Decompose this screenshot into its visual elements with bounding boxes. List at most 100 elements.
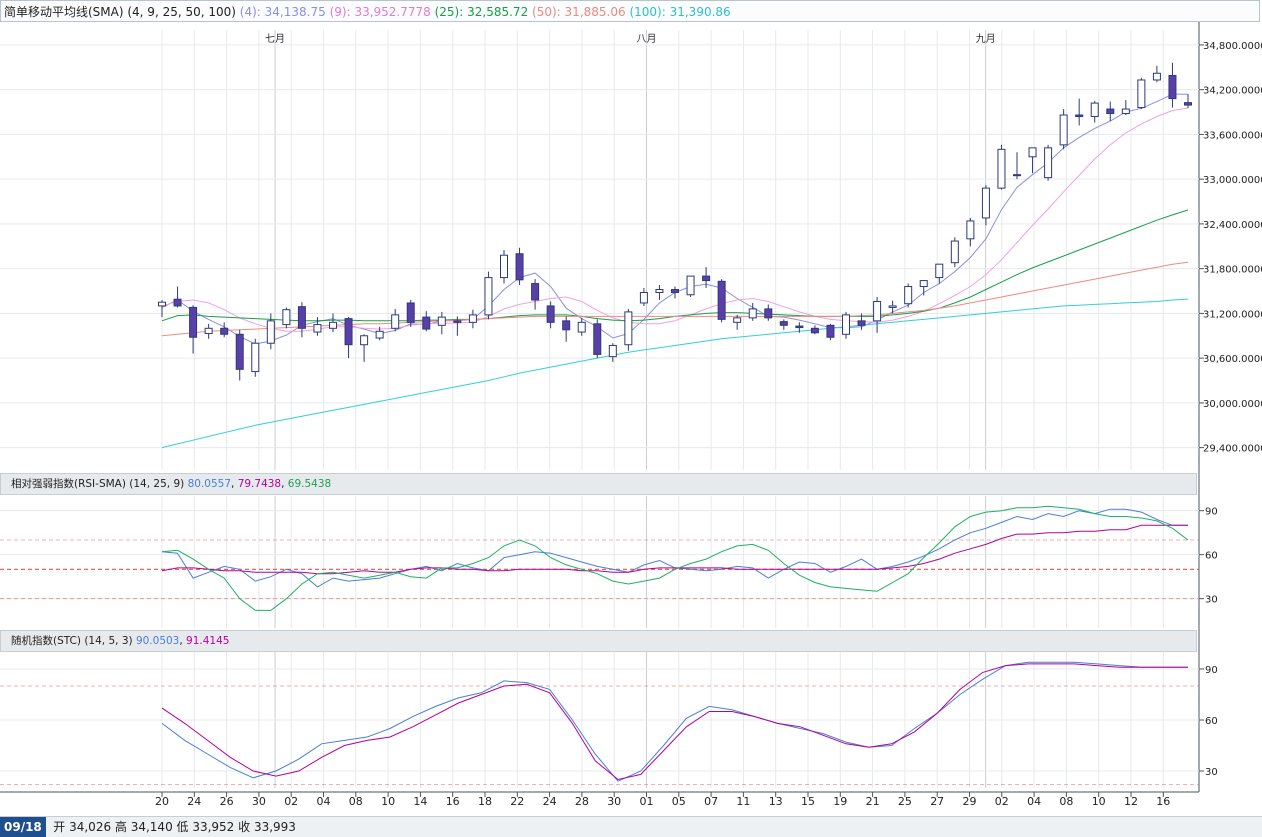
candle-body (468, 314, 477, 323)
candle-body (593, 323, 602, 355)
candle-body (562, 320, 571, 331)
rsi-sma25-line (161, 524, 1188, 575)
ohlc-readout: 开 34,026 高 34,140 低 33,952 收 33,993 (53, 820, 296, 834)
chart-canvas[interactable]: 20 24 26 30 02 04 08 10 14 16 18 22 24 28 30 01 05 07 11 13… (0, 0, 1262, 816)
x-tick-label: 29 (963, 795, 977, 808)
price-tick-label: 33,000.0000 (1203, 175, 1262, 186)
candle-body (686, 275, 695, 296)
candle-body (904, 286, 913, 305)
candle-body (873, 300, 882, 322)
x-tick-label: 15 (801, 795, 815, 808)
candle-body (484, 277, 493, 316)
panel-bg-1 (0, 496, 1199, 628)
stc-tick-label: 30 (1205, 767, 1218, 778)
price-tick-label: 31,200.0000 (1203, 309, 1262, 320)
x-tick-label: 24 (543, 795, 557, 808)
candle-body (624, 311, 633, 346)
x-tick-label: 04 (1027, 795, 1041, 808)
x-tick-label: 20 (155, 795, 169, 808)
candle-body (235, 333, 244, 370)
rsi-legend-bar: 相对强弱指数(RSI-SMA) (14, 25, 9) 80.0557, 79.… (0, 473, 1197, 495)
sma25-legend: (25): 32,585.72 (434, 5, 529, 19)
x-tick-label: 02 (284, 795, 298, 808)
x-tick-label: 04 (317, 795, 331, 808)
sma100-legend: (100): 31,390.86 (629, 5, 731, 19)
candle-body (577, 321, 586, 333)
candle-body (1075, 114, 1084, 118)
sma-legend-bar: 简单移动平均线(SMA) (4, 9, 25, 50, 100) (4): 34… (0, 0, 1260, 22)
candle-body (826, 324, 835, 338)
candle-body (608, 344, 617, 358)
stc-d-line (161, 663, 1188, 781)
price-tick-label: 30,000.0000 (1203, 399, 1262, 410)
candle-body (1106, 108, 1115, 115)
month-label: 八月 (637, 33, 657, 45)
rsi-legend-title: 相对强弱指数(RSI-SMA) (14, 25, 9) (11, 478, 185, 490)
rsi-tick-label: 90 (1205, 507, 1218, 518)
candle-body (981, 187, 990, 219)
sma4-legend: (4): 34,138.75 (239, 5, 326, 19)
x-tick-label: 26 (220, 795, 234, 808)
candle-body (733, 317, 742, 323)
stc-k-line (161, 661, 1188, 782)
candle-body (1152, 72, 1161, 81)
rsi-sma9-legend-value: 69.5438 (287, 478, 332, 490)
rsi-sma9-line (161, 505, 1189, 611)
x-tick-label: 21 (866, 795, 880, 808)
x-tick-label: 13 (769, 795, 783, 808)
candle-body (220, 327, 229, 335)
candle-body (1028, 147, 1037, 158)
candle-body (173, 298, 182, 307)
x-tick-label: 19 (833, 795, 847, 808)
x-tick-label: 22 (510, 795, 524, 808)
candle-body (266, 320, 275, 344)
candle-body (810, 327, 819, 334)
price-tick-label: 33,600.0000 (1203, 130, 1262, 141)
candle-body (997, 148, 1006, 189)
x-tick-label: 18 (478, 795, 492, 808)
candle-body (795, 325, 804, 329)
candle-body (888, 305, 897, 308)
x-tick-label: 30 (607, 795, 621, 808)
candle-body (935, 263, 944, 279)
candle-body (453, 320, 462, 323)
sma50-legend: (50): 31,885.06 (532, 5, 626, 19)
stc-tick-label: 90 (1205, 665, 1218, 676)
x-tick-label: 16 (446, 795, 460, 808)
sma100-line (161, 298, 1189, 449)
x-tick-label: 24 (187, 795, 201, 808)
price-tick-label: 29,400.0000 (1203, 444, 1262, 455)
x-tick-label: 12 (1124, 795, 1138, 808)
price-tick-label: 34,800.0000 (1203, 41, 1262, 52)
candle-body (842, 314, 850, 335)
candle-body (1044, 147, 1053, 179)
x-tick-label: 07 (704, 795, 718, 808)
price-tick-label: 34,200.0000 (1203, 86, 1262, 97)
price-tick-label: 31,800.0000 (1203, 265, 1262, 276)
candle-body (158, 301, 166, 307)
candle-body (1168, 74, 1177, 100)
candle-body (391, 314, 400, 329)
candle-body (1059, 114, 1068, 146)
candle-body (500, 254, 508, 279)
month-label: 九月 (976, 33, 996, 45)
candle-body (189, 306, 198, 338)
x-tick-label: 11 (736, 795, 750, 808)
x-tick-label: 10 (1092, 795, 1106, 808)
selected-date-badge: 09/18 (0, 817, 46, 837)
stc-k-legend-value: 90.0503 (135, 635, 180, 647)
stc-legend-bar: 随机指数(STC) (14, 5, 3) 90.0503, 91.4145 (0, 630, 1197, 652)
candle-body (204, 327, 213, 335)
candle-body (531, 283, 540, 301)
candle-body (639, 292, 648, 304)
rsi-legend-value: 80.0557 (187, 478, 231, 490)
stc-tick-label: 60 (1205, 716, 1218, 727)
candle-body (857, 320, 866, 326)
candle-body (671, 289, 679, 294)
candle-body (764, 308, 773, 319)
candle-body (329, 321, 337, 329)
candle-body (655, 289, 664, 294)
candle-body (313, 324, 322, 333)
candle-body (1121, 108, 1130, 115)
candle-body (360, 335, 369, 346)
